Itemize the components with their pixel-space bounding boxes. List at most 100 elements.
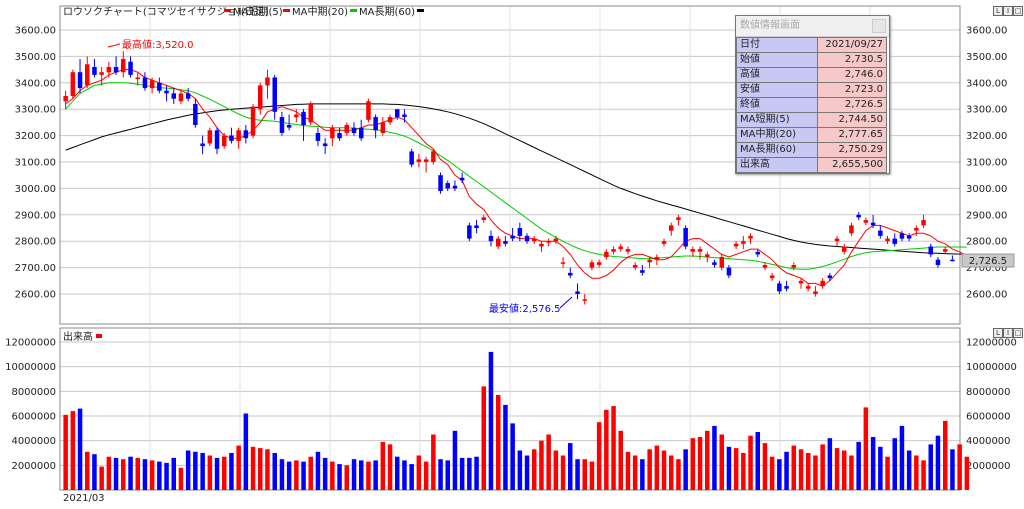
volume-bar	[589, 461, 595, 490]
candle-body	[827, 275, 833, 279]
volume-bar	[135, 457, 140, 490]
candle-body	[899, 233, 905, 239]
candle-body	[265, 77, 270, 86]
volume-tick-label: 10000000	[5, 362, 56, 373]
candle-body	[676, 217, 681, 220]
candle-body	[647, 259, 652, 263]
legend-ma-short-swatch	[224, 9, 231, 12]
low-annotation: 最安値:2,576.5	[489, 302, 561, 315]
volume-tick-label: 12000000	[966, 338, 1017, 349]
info-value: 2,744.50	[817, 112, 887, 128]
candle-body	[611, 249, 616, 252]
candle-body	[207, 130, 213, 144]
volume-panel-maximize-button[interactable]: □	[1013, 328, 1023, 338]
candle-body	[589, 262, 595, 268]
candle-body	[149, 80, 155, 89]
candle-body	[697, 249, 703, 252]
info-key: 高値	[736, 67, 818, 83]
info-row: 日付 2021/09/27	[736, 37, 887, 53]
candle-body	[395, 109, 400, 118]
candle-body	[279, 117, 285, 133]
volume-bar	[85, 451, 90, 490]
volume-bar	[70, 411, 76, 490]
price-panel-restore-button[interactable]: I	[1003, 6, 1013, 16]
candle-body	[921, 220, 926, 226]
price-tick-label: 2700.00	[966, 263, 1007, 274]
candle-body	[935, 259, 941, 265]
price-tick-label: 2800.00	[966, 237, 1007, 248]
info-row: 終値 2,726.5	[736, 97, 887, 113]
volume-bar	[719, 434, 724, 490]
price-tick-label: 2800.00	[15, 237, 56, 248]
legend-ma-mid-swatch	[283, 9, 290, 12]
candle-body	[705, 254, 710, 257]
volume-bar	[359, 460, 364, 490]
candle-body	[950, 259, 955, 262]
volume-bar	[885, 456, 890, 490]
candle-body	[806, 286, 811, 289]
volume-bar	[914, 455, 919, 490]
info-key: 安値	[736, 82, 818, 98]
volume-bar	[294, 460, 299, 490]
candle-body	[135, 77, 140, 79]
legend-title: ロウソクチャート(コマツセイサクジョ)(日足)	[63, 6, 269, 18]
info-value: 2,726.5	[817, 97, 887, 113]
candle-body	[308, 103, 313, 123]
price-tick-label: 2600.00	[966, 290, 1007, 301]
candle-body	[236, 130, 241, 141]
last-price-tag	[961, 253, 1015, 268]
volume-bar	[200, 453, 205, 490]
high-marker-line	[107, 43, 121, 48]
candle-body	[85, 64, 90, 86]
candle-body	[330, 127, 335, 139]
info-value: 2021/09/27	[817, 37, 887, 53]
volume-bar	[820, 444, 825, 490]
price-grid	[60, 6, 960, 324]
candle-body	[892, 238, 897, 244]
candle-body	[185, 93, 191, 99]
volume-bar	[568, 443, 573, 490]
info-row: 高値 2,746.0	[736, 67, 887, 83]
volume-bar	[654, 445, 660, 490]
volume-bar	[402, 460, 407, 490]
volume-panel-minimize-button[interactable]: L	[993, 328, 1003, 338]
price-panel-maximize-button[interactable]: □	[1013, 6, 1023, 16]
volume-bar	[164, 462, 169, 490]
volume-bar	[842, 450, 847, 490]
volume-bar	[784, 451, 789, 490]
info-panel-close-button[interactable]	[872, 19, 886, 33]
candle-body	[474, 225, 479, 228]
volume-axis-right: 12000000 10000000 8000000 6000000 4000000 200…	[966, 338, 1017, 472]
candle-body	[791, 265, 796, 268]
info-key: MA中期(20)	[736, 127, 818, 143]
info-panel-titlebar[interactable]: 数値情報画面	[736, 16, 889, 37]
price-axis-right: 3600.00 3500.00 3400.00 3300.00 3200.00 3100.…	[966, 26, 1007, 301]
info-panel[interactable]: 数値情報画面 日付 2021/09/27 始値 2,730.5 高値 2,746.0 …	[735, 15, 890, 174]
volume-bar	[503, 404, 508, 490]
volume-bar	[806, 453, 811, 490]
volume-bar	[849, 455, 854, 490]
volume-bar	[63, 414, 68, 490]
volume-tick-label: 6000000	[11, 412, 56, 423]
candle-body	[784, 286, 789, 289]
candle-body	[92, 67, 97, 75]
volume-bar	[488, 351, 494, 490]
volume-bar	[943, 420, 948, 490]
candle-body	[459, 177, 465, 181]
volume-panel-restore-button[interactable]: I	[1003, 328, 1013, 338]
candle-body	[250, 106, 256, 136]
candle-body	[517, 228, 523, 236]
volume-bar	[726, 446, 732, 490]
candle-body	[488, 235, 494, 242]
volume-bar	[229, 453, 234, 490]
candle-body	[359, 127, 364, 139]
candles	[63, 51, 955, 305]
price-panel-minimize-button[interactable]: L	[993, 6, 1003, 16]
candle-body	[553, 238, 559, 242]
candle-body	[943, 249, 948, 252]
volume-axis-left: 12000000 10000000 8000000 6000000 4000000 200…	[5, 338, 56, 472]
candle-body	[243, 130, 249, 139]
candle-body	[200, 143, 205, 147]
candle-body	[532, 238, 537, 242]
volume-bar	[834, 448, 840, 490]
